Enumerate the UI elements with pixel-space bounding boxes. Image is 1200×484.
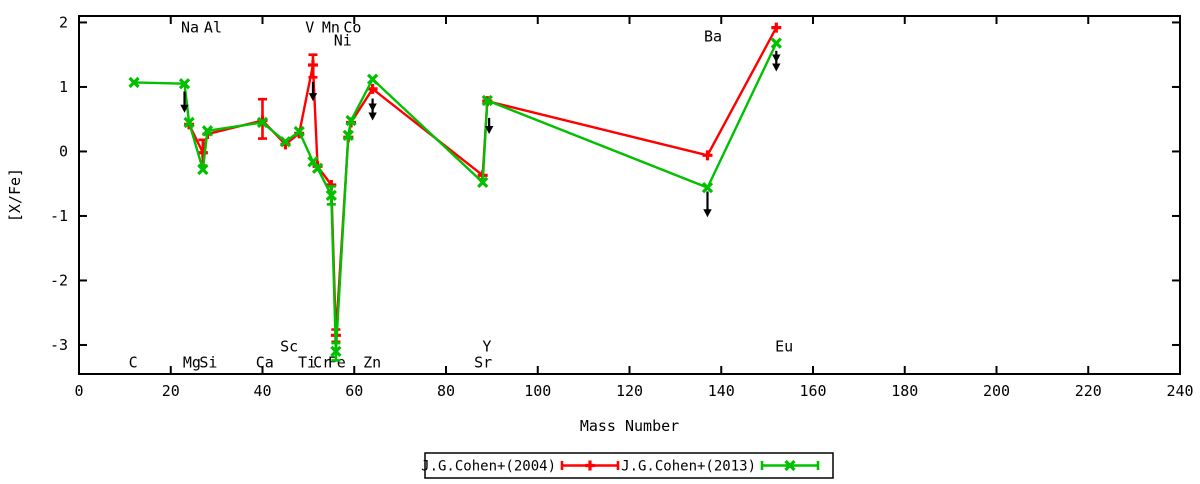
arrow-head xyxy=(484,126,494,135)
marker-cross xyxy=(293,125,305,138)
upper-limit-arrows xyxy=(180,50,781,218)
arrow-head xyxy=(368,112,377,121)
legend-label-0: J.G.Cohen+(2004) xyxy=(421,459,556,475)
arrow-head xyxy=(180,104,189,113)
marker-cross xyxy=(178,78,191,90)
marker-cross xyxy=(311,162,324,174)
arrow-head xyxy=(772,54,781,63)
y-tick-label: 2 xyxy=(59,13,68,31)
marker-cross xyxy=(201,125,214,137)
element-label-c: C xyxy=(129,353,138,371)
element-label-ca: Ca xyxy=(256,353,274,371)
upper-limit-arrow-zn xyxy=(368,98,377,121)
x-tick-label: 240 xyxy=(1166,382,1193,400)
upper-limit-arrow-v xyxy=(308,81,318,102)
marker-cross xyxy=(366,73,379,85)
marker-cross xyxy=(128,76,140,89)
marker-cross xyxy=(279,136,292,148)
marker-cross xyxy=(784,459,796,472)
element-label-fe: Fe xyxy=(328,353,346,371)
x-tick-label: 60 xyxy=(345,382,363,400)
axes: 0 20 40 60 80 100 120 140 160 180 200 220 240-3-2-10… xyxy=(6,13,1194,435)
element-label-ba: Ba xyxy=(704,28,722,46)
marker-plus xyxy=(585,460,595,471)
element-label-y: Y xyxy=(482,337,491,355)
marker-cross xyxy=(256,116,269,129)
arrow-head xyxy=(703,209,712,218)
marker-cross xyxy=(770,37,782,49)
legend-sample-0 xyxy=(560,460,620,471)
element-label-ti: Ti xyxy=(298,353,316,371)
marker-plus xyxy=(702,150,713,161)
arrow-head xyxy=(308,93,318,102)
element-label-na: Na xyxy=(181,19,199,37)
marker-cross xyxy=(197,163,209,176)
legend-label-1: J.G.Cohen+(2013) xyxy=(621,459,756,475)
x-tick-label: 0 xyxy=(74,382,83,400)
element-label-sr: Sr xyxy=(474,353,492,371)
element-label-al: Al xyxy=(204,19,222,37)
marker-cross xyxy=(701,181,714,194)
x-tick-label: 160 xyxy=(799,382,826,400)
x-tick-label: 120 xyxy=(616,382,643,400)
element-label-zn: Zn xyxy=(363,353,381,371)
y-tick-label: -2 xyxy=(50,271,68,289)
marker-cross xyxy=(325,189,337,201)
legend-sample-1 xyxy=(760,459,820,472)
element-label-v: V xyxy=(305,19,314,37)
upper-limit-arrow-ba xyxy=(703,191,712,218)
y-axis-title: [X/Fe] xyxy=(6,168,24,222)
element-label-eu: Eu xyxy=(775,337,793,355)
x-tick-label: 200 xyxy=(983,382,1010,400)
x-axis-title: Mass Number xyxy=(580,417,679,435)
y-tick-label: -3 xyxy=(50,336,68,354)
marker-cross xyxy=(330,345,342,358)
upper-limit-arrow-y xyxy=(484,117,494,135)
marker-cross xyxy=(342,129,354,141)
marker-plus xyxy=(307,60,318,71)
element-label-cr: Cr xyxy=(313,353,331,371)
x-tick-label: 220 xyxy=(1075,382,1102,400)
x-axis: 0 20 40 60 80 100 120 140 160 180 200 220 240 xyxy=(74,16,1194,400)
y-axis: -3 -2 -1 0 1 2 xyxy=(50,13,1180,354)
y-tick-label: 1 xyxy=(59,78,68,96)
arrow-head xyxy=(368,103,377,112)
marker-cross xyxy=(183,116,195,129)
element-label-co: Co xyxy=(343,19,361,37)
marker-cross xyxy=(345,114,357,127)
marker-cross xyxy=(481,94,493,107)
marker-cross xyxy=(477,176,489,189)
y-tick-label: -1 xyxy=(50,207,68,225)
x-tick-label: 40 xyxy=(253,382,271,400)
element-label-si: Si xyxy=(199,353,217,371)
marker-plus xyxy=(367,83,378,94)
series-j-g-cohen-2013 xyxy=(128,37,782,362)
x-tick-label: 100 xyxy=(524,382,551,400)
arrow-head xyxy=(772,63,781,72)
marker-plus xyxy=(197,147,208,158)
marker-plus xyxy=(771,22,782,33)
element-label-mg: Mg xyxy=(183,353,201,371)
legend-box xyxy=(424,452,834,479)
y-tick-label: 0 xyxy=(59,142,68,160)
x-tick-label: 20 xyxy=(162,382,180,400)
x-tick-label: 80 xyxy=(437,382,455,400)
element-label-ni: Ni xyxy=(334,32,352,50)
x-tick-label: 180 xyxy=(891,382,918,400)
upper-limit-arrow-na xyxy=(180,91,189,113)
element-label-sc: Sc xyxy=(280,337,298,355)
element-label-mn: Mn xyxy=(322,19,340,37)
x-tick-label: 140 xyxy=(708,382,735,400)
legend: J.G.Cohen+(2004) J.G.Cohen+(2013) xyxy=(421,452,834,479)
upper-limit-arrow-eu xyxy=(772,50,781,72)
